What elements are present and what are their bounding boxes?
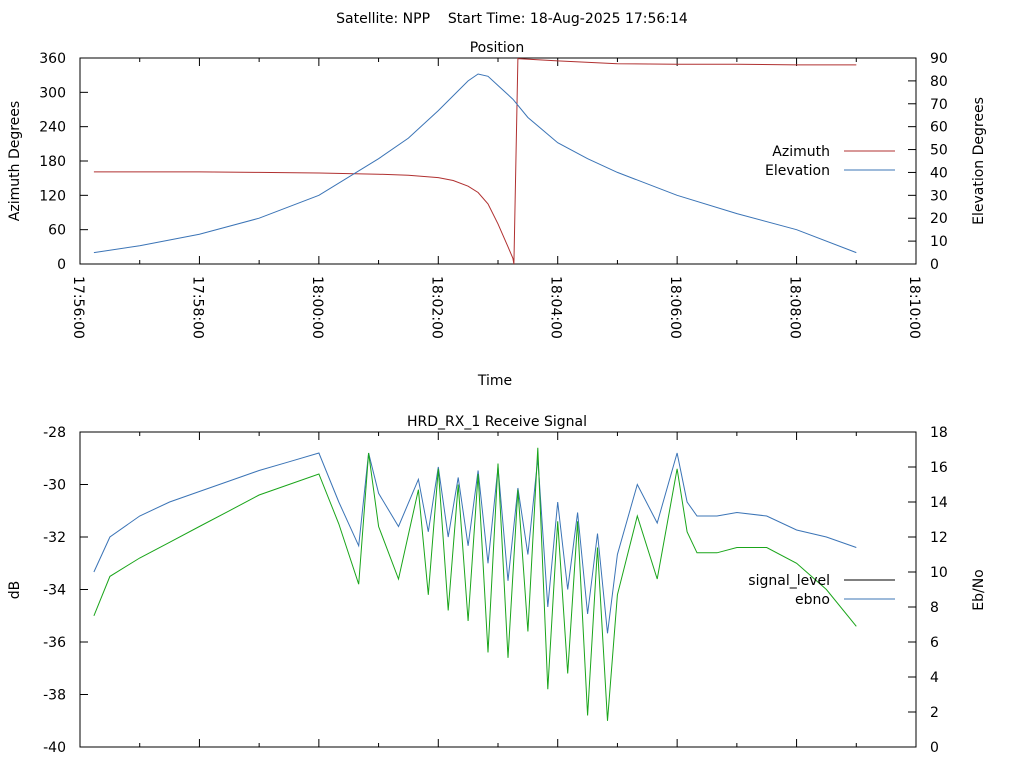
legend-label-ebno: ebno (795, 592, 830, 608)
series-line-green-trace (93, 447, 857, 721)
y2-tick-label: 12 (930, 530, 948, 546)
y2-tick-label: 8 (930, 600, 939, 616)
y2-tick-label: 70 (930, 97, 948, 113)
y2-tick-label: 14 (930, 495, 948, 511)
y2-tick-label: 0 (930, 257, 939, 273)
position-chart: Position 17:56:00 17:58:00 18:00:00 18:02:0… (7, 40, 987, 389)
y-tick-label: 60 (48, 223, 66, 239)
y2-tick-label: 90 (930, 51, 948, 67)
legend-label-signal-level: signal_level (748, 573, 830, 589)
y2-tick-label: 10 (930, 565, 948, 581)
y-tick-label: 0 (57, 257, 66, 273)
y-tick-label: 180 (39, 154, 66, 170)
signal-y2label: Eb/No (971, 569, 987, 611)
y-tick-label: 360 (39, 51, 66, 67)
x-tick-label: 18:04:00 (548, 276, 564, 339)
x-tick-label: 18:02:00 (428, 276, 444, 339)
x-tick-label: 18:10:00 (906, 276, 922, 339)
position-y2-tick-labels: 0 10 20 30 40 50 60 70 80 90 (930, 51, 948, 273)
position-x-tick-labels: 17:56:00 17:58:00 18:00:00 18:02:00 18:04:00… (70, 276, 922, 339)
position-series (93, 57, 857, 265)
x-tick-label: 18:06:00 (667, 276, 683, 339)
signal-title: HRD_RX_1 Receive Signal (407, 414, 587, 430)
x-tick-label: 18:08:00 (787, 276, 803, 339)
position-xlabel: Time (477, 373, 512, 389)
legend-label-elevation: Elevation (765, 163, 830, 179)
series-line-azimuth (93, 57, 857, 265)
y2-tick-label: 18 (930, 425, 948, 441)
signal-ticks (79, 431, 917, 748)
y2-tick-label: 20 (930, 211, 948, 227)
y2-tick-label: 4 (930, 670, 939, 686)
position-title: Position (470, 40, 525, 56)
x-tick-label: 17:56:00 (70, 276, 86, 339)
position-ylabel: Azimuth Degrees (7, 101, 23, 221)
y2-tick-label: 40 (930, 165, 948, 181)
series-line-ebno (93, 452, 857, 634)
y-tick-label: -40 (43, 740, 66, 756)
y2-tick-label: 6 (930, 635, 939, 651)
x-tick-label: 17:58:00 (189, 276, 205, 339)
signal-y-tick-labels: -28 -30 -32 -34 -36 -38 -40 (43, 425, 66, 756)
series-line-elevation (93, 73, 857, 254)
legend-label-azimuth: Azimuth (772, 144, 830, 160)
position-ticks (79, 57, 917, 265)
signal-legend: signal_level ebno (748, 573, 895, 608)
y-tick-label: 300 (39, 85, 66, 101)
y-tick-label: -28 (43, 425, 66, 441)
position-legend: Azimuth Elevation (765, 144, 895, 179)
signal-ylabel: dB (7, 581, 23, 600)
signal-chart: HRD_RX_1 Receive Signal -28-30-32-34-36-… (7, 414, 987, 756)
y-tick-label: -34 (43, 583, 66, 599)
position-y-tick-labels: 0 60 120 180 240 300 360 (39, 51, 66, 273)
y-tick-label: 240 (39, 120, 66, 136)
y2-tick-label: 10 (930, 234, 948, 250)
position-y2label: Elevation Degrees (971, 97, 987, 225)
x-tick-label: 18:00:00 (309, 276, 325, 339)
signal-y2-tick-labels: 0 2 4 6 8 10 12 14 16 18 (930, 425, 948, 756)
y-tick-label: -32 (43, 530, 66, 546)
y2-tick-label: 0 (930, 740, 939, 756)
y2-tick-label: 30 (930, 188, 948, 204)
y-tick-label: -38 (43, 688, 66, 704)
y2-tick-label: 16 (930, 460, 948, 476)
signal-plot-frame (79, 431, 917, 748)
y2-tick-label: 80 (930, 74, 948, 90)
y2-tick-label: 50 (930, 143, 948, 159)
header-title: Satellite: NPP Start Time: 18-Aug-2025 1… (336, 11, 688, 27)
y2-tick-label: 60 (930, 120, 948, 136)
y-tick-label: 120 (39, 188, 66, 204)
y2-tick-label: 2 (930, 705, 939, 721)
y-tick-label: -36 (43, 635, 66, 651)
y-tick-label: -30 (43, 478, 66, 494)
signal-series (93, 447, 857, 721)
